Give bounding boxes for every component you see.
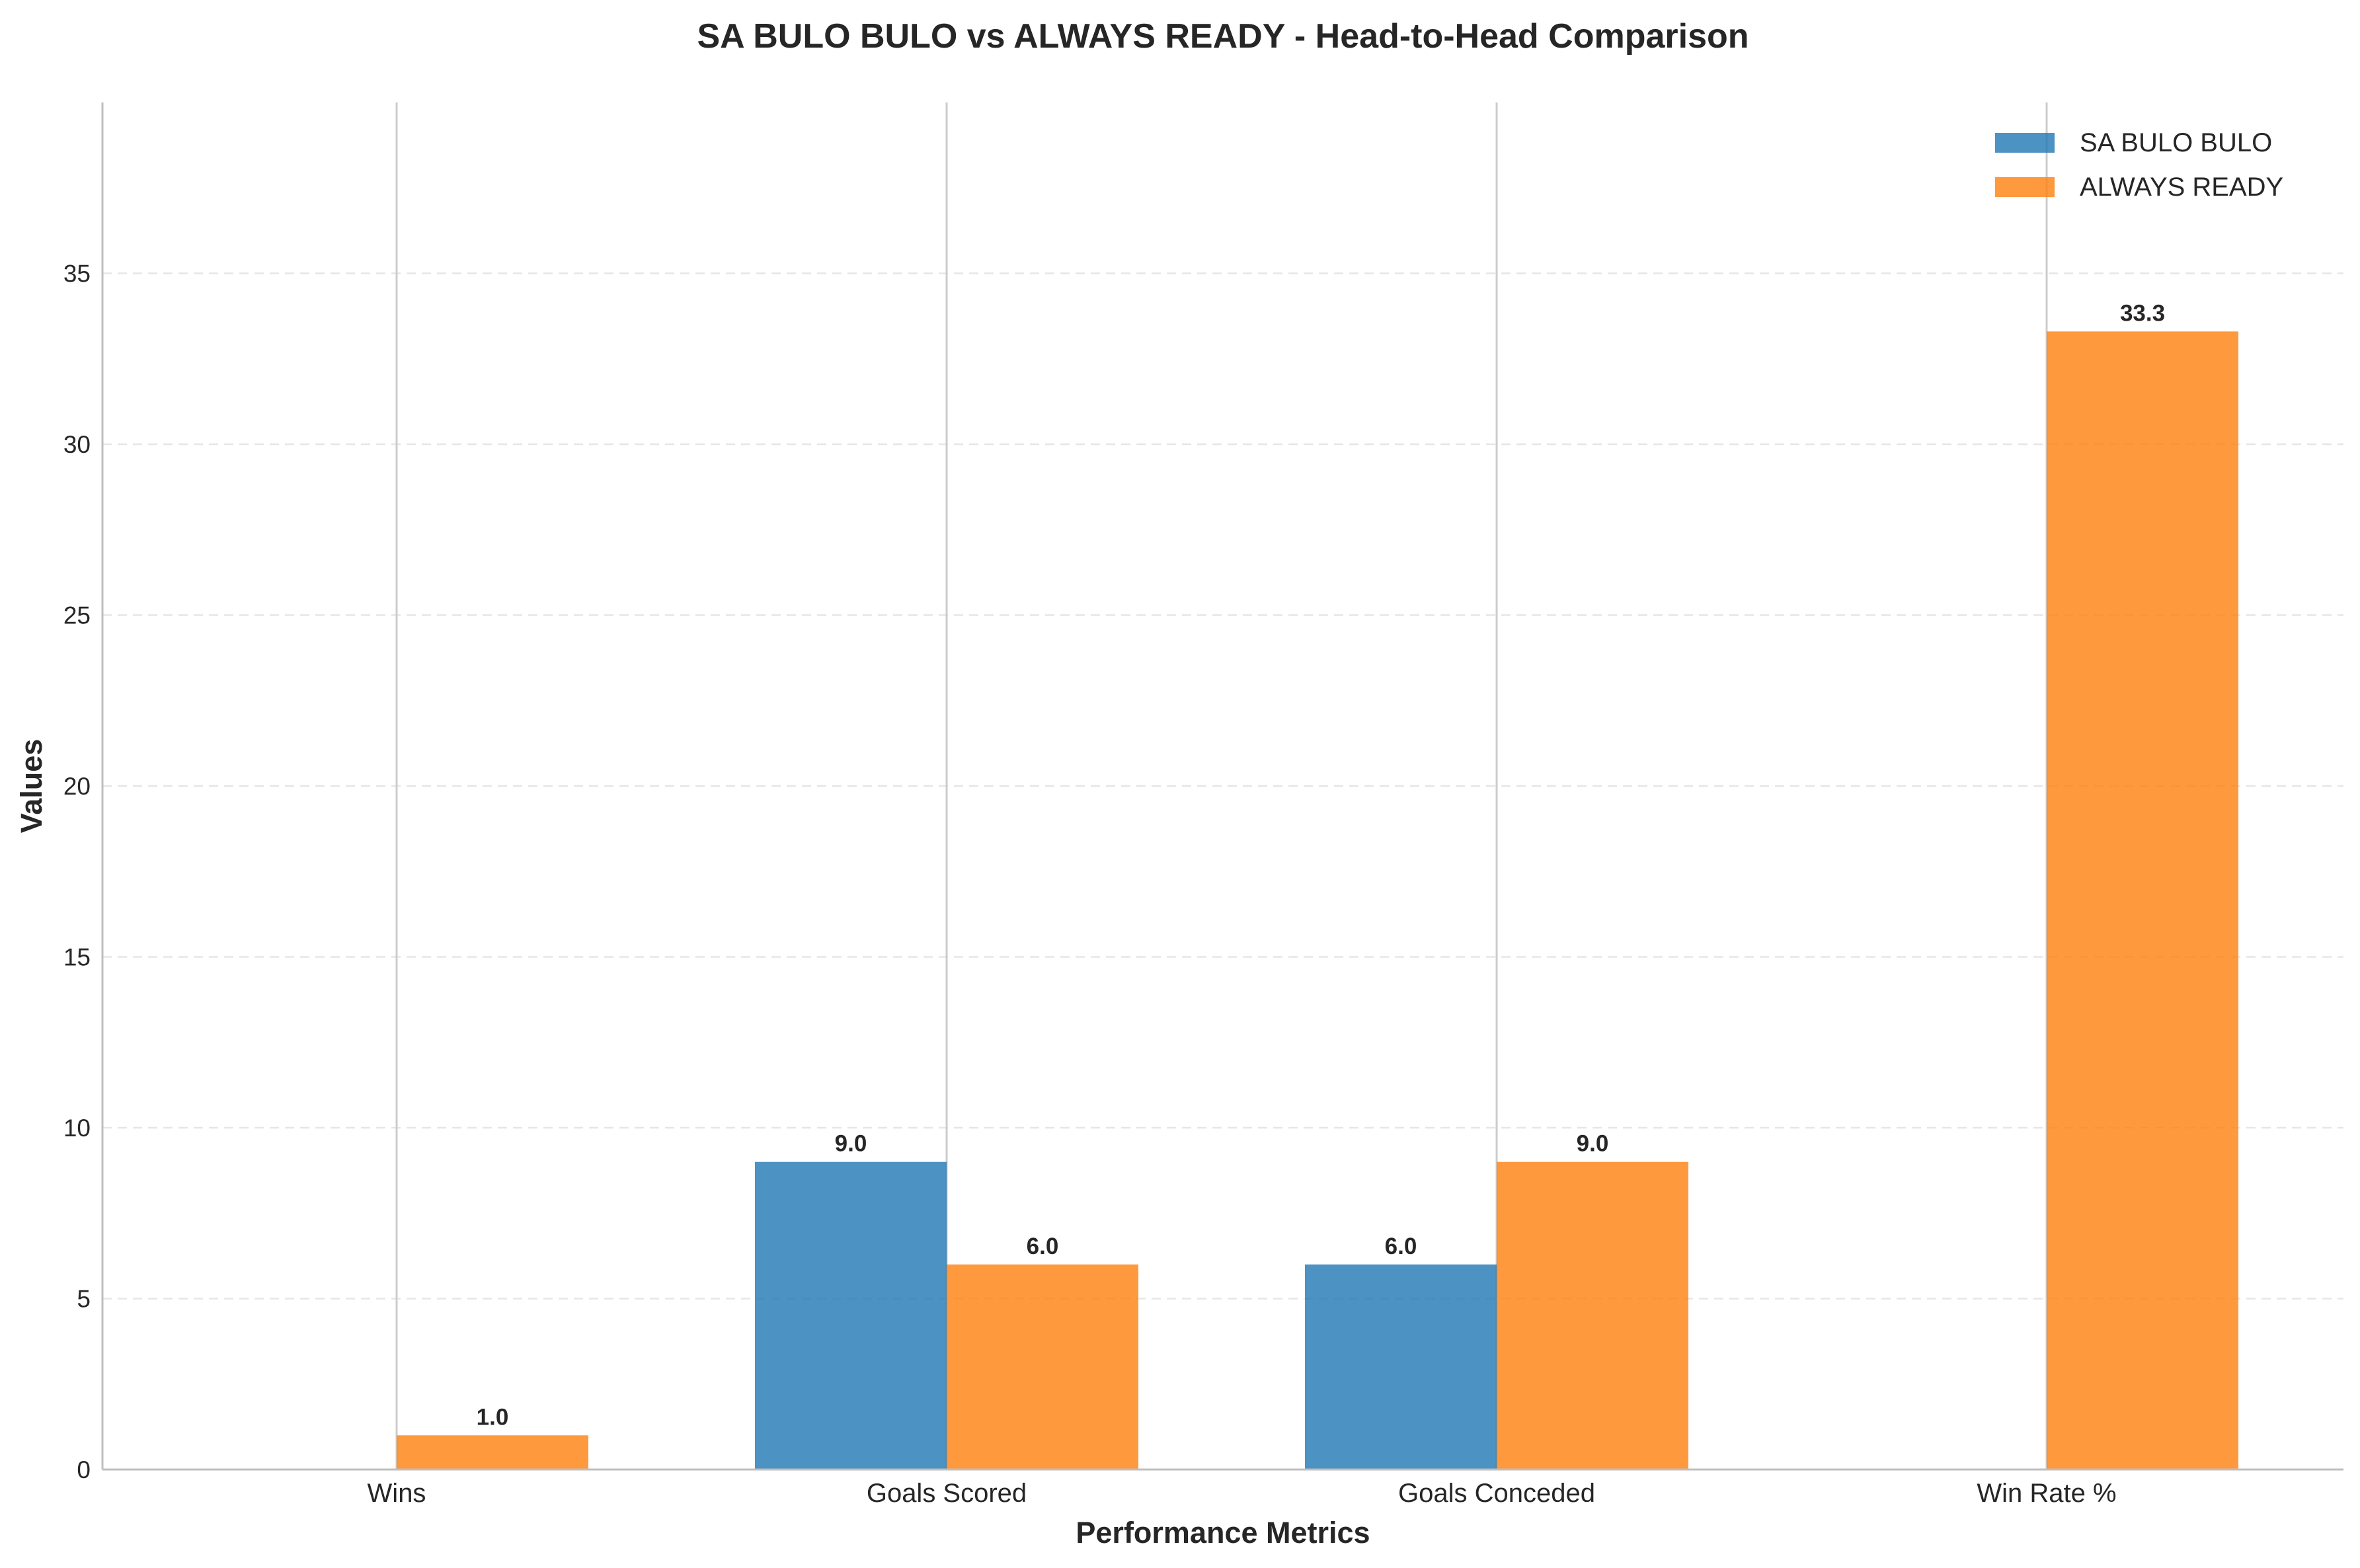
x-tick-label: Goals Scored: [867, 1479, 1027, 1508]
bar: [2047, 331, 2238, 1470]
y-axis-ticks: 0 5 10 15 20 25 30 35: [63, 260, 91, 1484]
grid: [102, 272, 2343, 1300]
y-tick-label: 35: [63, 260, 91, 288]
chart-title: SA BULO BULO vs ALWAYS READY - Head-to-H…: [697, 17, 1749, 56]
y-tick-label: 20: [63, 773, 91, 800]
y-tick-label: 10: [63, 1115, 91, 1142]
y-tick-label: 25: [63, 602, 91, 629]
bar: [1497, 1161, 1688, 1470]
data-label: 9.0: [1577, 1131, 1609, 1157]
data-label: 33.3: [2120, 300, 2165, 326]
legend-label: ALWAYS READY: [2080, 173, 2283, 202]
bar: [1305, 1264, 1497, 1470]
bars: [397, 331, 2238, 1470]
data-label: 6.0: [1385, 1234, 1417, 1259]
data-labels: 9.0 6.0 1.0 6.0 9.0 33.3: [477, 300, 2165, 1430]
y-tick-label: 30: [63, 431, 91, 458]
y-tick-label: 15: [63, 944, 91, 971]
x-axis-ticks: Wins Goals Scored Goals Conceded Win Rate %: [368, 1479, 2117, 1508]
x-axis-label: Performance Metrics: [1076, 1516, 1370, 1549]
y-tick-label: 0: [77, 1456, 91, 1483]
bar: [947, 1264, 1138, 1470]
bar: [755, 1161, 947, 1470]
y-axis-label: Values: [15, 739, 48, 834]
x-tick-label: Wins: [368, 1479, 426, 1508]
legend-label: SA BULO BULO: [2080, 128, 2272, 157]
bar: [397, 1435, 588, 1470]
x-tick-label: Goals Conceded: [1398, 1479, 1595, 1508]
data-label: 1.0: [477, 1404, 509, 1430]
data-label: 9.0: [835, 1131, 867, 1157]
data-label: 6.0: [1027, 1234, 1059, 1259]
legend-swatch: [1995, 133, 2055, 153]
y-tick-label: 5: [77, 1286, 91, 1313]
legend-swatch: [1995, 177, 2055, 197]
legend: SA BULO BULO ALWAYS READY: [1995, 128, 2283, 202]
x-tick-label: Win Rate %: [1977, 1479, 2116, 1508]
